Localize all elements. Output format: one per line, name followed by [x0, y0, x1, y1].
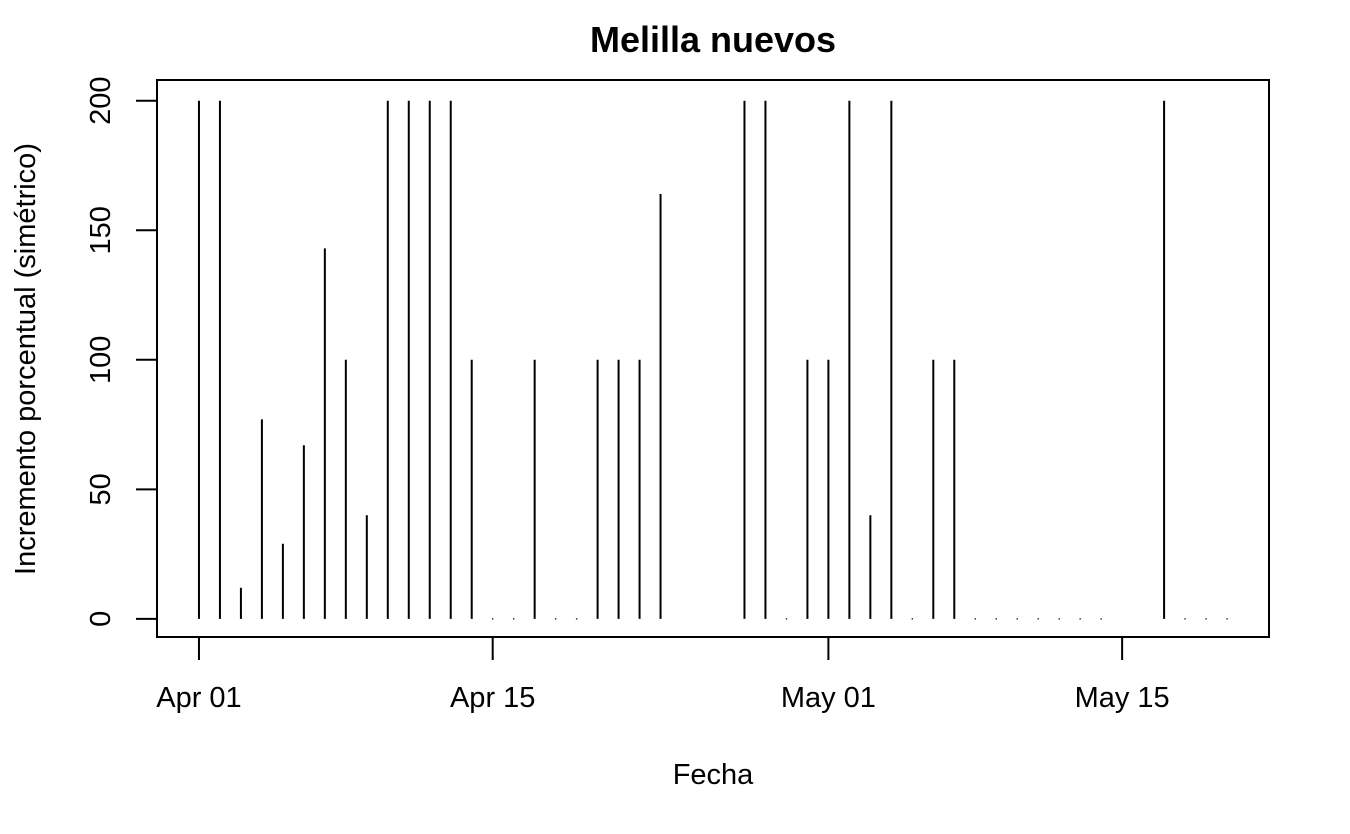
x-tick-label: Apr 01	[156, 682, 241, 714]
x-tick-label: Apr 15	[450, 682, 535, 714]
bars-group	[197, 100, 1228, 620]
y-tick-label: 150	[85, 206, 117, 254]
y-axis: 0 50 100 150 200	[85, 77, 158, 627]
x-tick-label: May 01	[781, 682, 876, 714]
y-tick-label: 200	[85, 77, 117, 125]
x-axis-label: Fecha	[673, 759, 754, 791]
y-tick-label: 0	[85, 611, 117, 627]
y-axis-label: Incremento porcentual (simétrico)	[10, 143, 42, 575]
y-tick-label: 50	[85, 473, 117, 505]
plot-frame	[156, 79, 1270, 638]
chart-title: Melilla nuevos	[590, 19, 836, 60]
x-axis: Apr 01 Apr 15 May 01 May 15	[156, 636, 1170, 714]
y-tick-label: 100	[85, 336, 117, 384]
x-tick-label: May 15	[1075, 682, 1170, 714]
